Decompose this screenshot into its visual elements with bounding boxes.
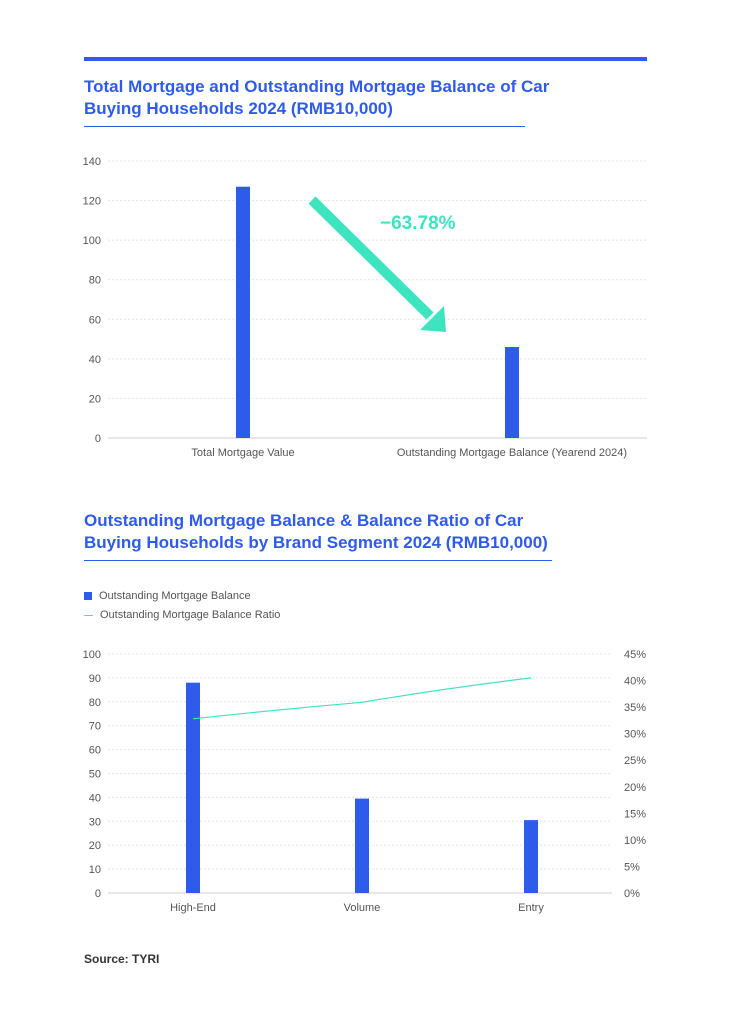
chart2-left-tick-label: 70 — [89, 721, 101, 733]
chart2-left-tick-label: 50 — [89, 769, 101, 781]
chart2-bar — [186, 682, 200, 893]
chart2-left-tick-label: 40 — [89, 792, 101, 804]
legend-label-ratio: Outstanding Mortgage Balance Ratio — [100, 609, 281, 621]
chart1-y-tick-label: 60 — [89, 314, 101, 326]
chart2-right-tick-label: 0% — [624, 888, 640, 900]
chart2-right-tick-label: 25% — [624, 755, 646, 767]
chart2-right-tick-label: 40% — [624, 676, 646, 688]
chart2-left-tick-label: 10 — [89, 864, 101, 876]
chart1-annotation-arrow-shaft — [308, 196, 434, 320]
chart2-title: Outstanding Mortgage Balance & Balance R… — [84, 511, 548, 552]
legend-swatch-bar — [84, 592, 92, 600]
legend-swatch-line — [84, 614, 93, 616]
chart1-bars — [236, 186, 519, 438]
chart2-bars — [186, 682, 538, 893]
chart1-y-tick-label: 100 — [83, 235, 101, 247]
chart2-category-label: High-End — [170, 902, 216, 914]
chart2-left-tick-label: 100 — [83, 649, 101, 661]
chart2-category-label: Entry — [518, 902, 544, 914]
chart1-y-tick-label: 40 — [89, 354, 101, 366]
chart2-right-tick-label: 20% — [624, 782, 646, 794]
chart1-title-rule — [84, 126, 525, 127]
top-accent-rule — [84, 57, 647, 61]
chart1-annotation-arrow-head — [420, 306, 446, 332]
source-note: Source: TYRI — [84, 952, 160, 966]
chart2-left-ticks: 0 10 20 30 40 50 60 70 80 90 100 — [83, 649, 101, 900]
chart2-left-tick-label: 30 — [89, 816, 101, 828]
chart2-left-tick-label: 0 — [95, 888, 101, 900]
chart1-bar — [505, 346, 519, 438]
chart2-right-tick-label: 5% — [624, 861, 640, 873]
chart2-right-ticks: 0% 5% 10% 15% 20% 25% 30% 35% 40% 45% — [624, 649, 646, 900]
chart2-right-tick-label: 10% — [624, 835, 646, 847]
chart1-y-tick-label: 140 — [83, 156, 101, 168]
chart2-left-tick-label: 20 — [89, 840, 101, 852]
chart1-annotation: −63.78% — [308, 196, 456, 332]
chart1-category-labels: Total Mortgage Value Outstanding Mortgage… — [191, 447, 627, 459]
legend-item-ratio: Outstanding Mortgage Balance Ratio — [84, 609, 280, 621]
chart1-y-ticks: 0 20 40 60 80 100 120 140 — [83, 156, 101, 445]
chart2-right-tick-label: 30% — [624, 729, 646, 741]
chart2-ratio-line-path — [192, 677, 532, 720]
chart1-y-tick-label: 120 — [83, 196, 101, 208]
chart1-bar — [236, 186, 250, 438]
chart2-title-rule — [84, 560, 552, 561]
chart1-svg: 0 20 40 60 80 100 120 140 Total Mortgage Value O… — [83, 156, 647, 459]
chart1-y-tick-label: 0 — [95, 433, 101, 445]
chart2-left-tick-label: 90 — [89, 673, 101, 685]
legend-label-balance: Outstanding Mortgage Balance — [99, 590, 251, 602]
chart2-category-label: Volume — [344, 902, 381, 914]
chart1-grid — [108, 160, 647, 439]
chart2-left-tick-label: 60 — [89, 745, 101, 757]
chart1-title: Total Mortgage and Outstanding Mortgage … — [84, 77, 550, 118]
chart2-category-labels: High-End Volume Entry — [170, 902, 544, 914]
chart1-category-label: Total Mortgage Value — [191, 447, 294, 459]
chart2-bar — [355, 798, 369, 893]
legend-item-balance: Outstanding Mortgage Balance — [84, 590, 251, 602]
chart2-right-tick-label: 45% — [624, 649, 646, 661]
chart1-category-label: Outstanding Mortgage Balance (Yearend 20… — [397, 447, 627, 459]
chart1-y-tick-label: 80 — [89, 275, 101, 287]
chart2-ratio-line — [192, 677, 532, 720]
chart1-annotation-label: −63.78% — [380, 213, 456, 234]
chart1-y-tick-label: 20 — [89, 393, 101, 405]
chart2-left-tick-label: 80 — [89, 697, 101, 709]
chart2-right-tick-label: 35% — [624, 702, 646, 714]
chart2-right-tick-label: 15% — [624, 808, 646, 820]
chart2-bar — [524, 820, 538, 893]
